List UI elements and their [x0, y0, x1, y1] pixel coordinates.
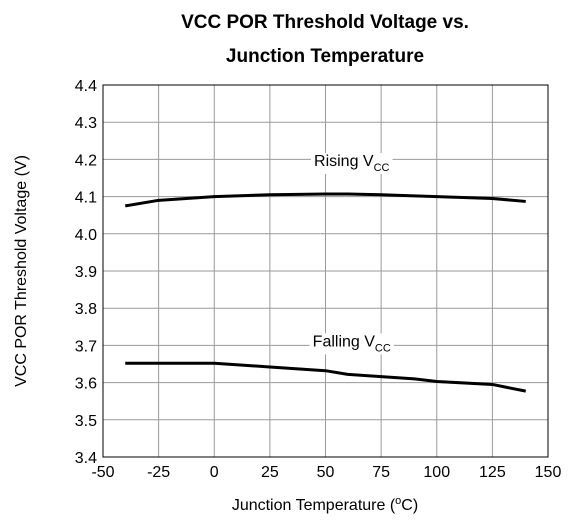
series-label-sub: CC [375, 342, 391, 354]
series-label-text: Rising V [314, 153, 374, 170]
x-tick-label: 100 [423, 464, 450, 481]
series-label-sub: CC [374, 162, 390, 174]
x-tick-label: -50 [91, 464, 114, 481]
y-tick-label: 4.2 [75, 152, 97, 169]
y-tick-label: 3.5 [75, 413, 97, 430]
y-tick-label: 4.0 [75, 227, 97, 244]
x-tick-label: 50 [317, 464, 335, 481]
y-tick-label: 3.4 [75, 450, 97, 467]
x-tick-label: 150 [535, 464, 562, 481]
plot-border [102, 84, 549, 458]
y-axis-label: VCC POR Threshold Voltage (V) [13, 155, 30, 387]
y-tick-label: 3.7 [75, 338, 97, 355]
y-tick-label: 3.8 [75, 301, 97, 318]
x-tick-label: 125 [479, 464, 506, 481]
series-label-text: Falling V [313, 333, 376, 350]
x-tick-label: 25 [261, 464, 279, 481]
chart-title: Junction Temperature [226, 46, 424, 67]
label-background [309, 333, 394, 355]
x-tick-label: 75 [372, 464, 390, 481]
label-background [311, 152, 393, 174]
data-line [125, 192, 526, 208]
chart-title: VCC POR Threshold Voltage vs. [181, 12, 469, 33]
y-tick-label: 3.6 [75, 376, 97, 393]
x-tick-label: 0 [210, 464, 219, 481]
x-tick-label: -25 [147, 464, 170, 481]
x-axis-label: Junction Temperature (oC) [232, 495, 418, 514]
y-tick-label: 4.3 [75, 115, 97, 132]
y-tick-label: 3.9 [75, 264, 97, 281]
y-tick-label: 4.4 [75, 78, 97, 95]
y-tick-label: 4.1 [75, 190, 97, 207]
series-label: Falling VCC [313, 333, 391, 354]
data-line [125, 361, 527, 393]
series-label: Rising VCC [314, 153, 390, 174]
